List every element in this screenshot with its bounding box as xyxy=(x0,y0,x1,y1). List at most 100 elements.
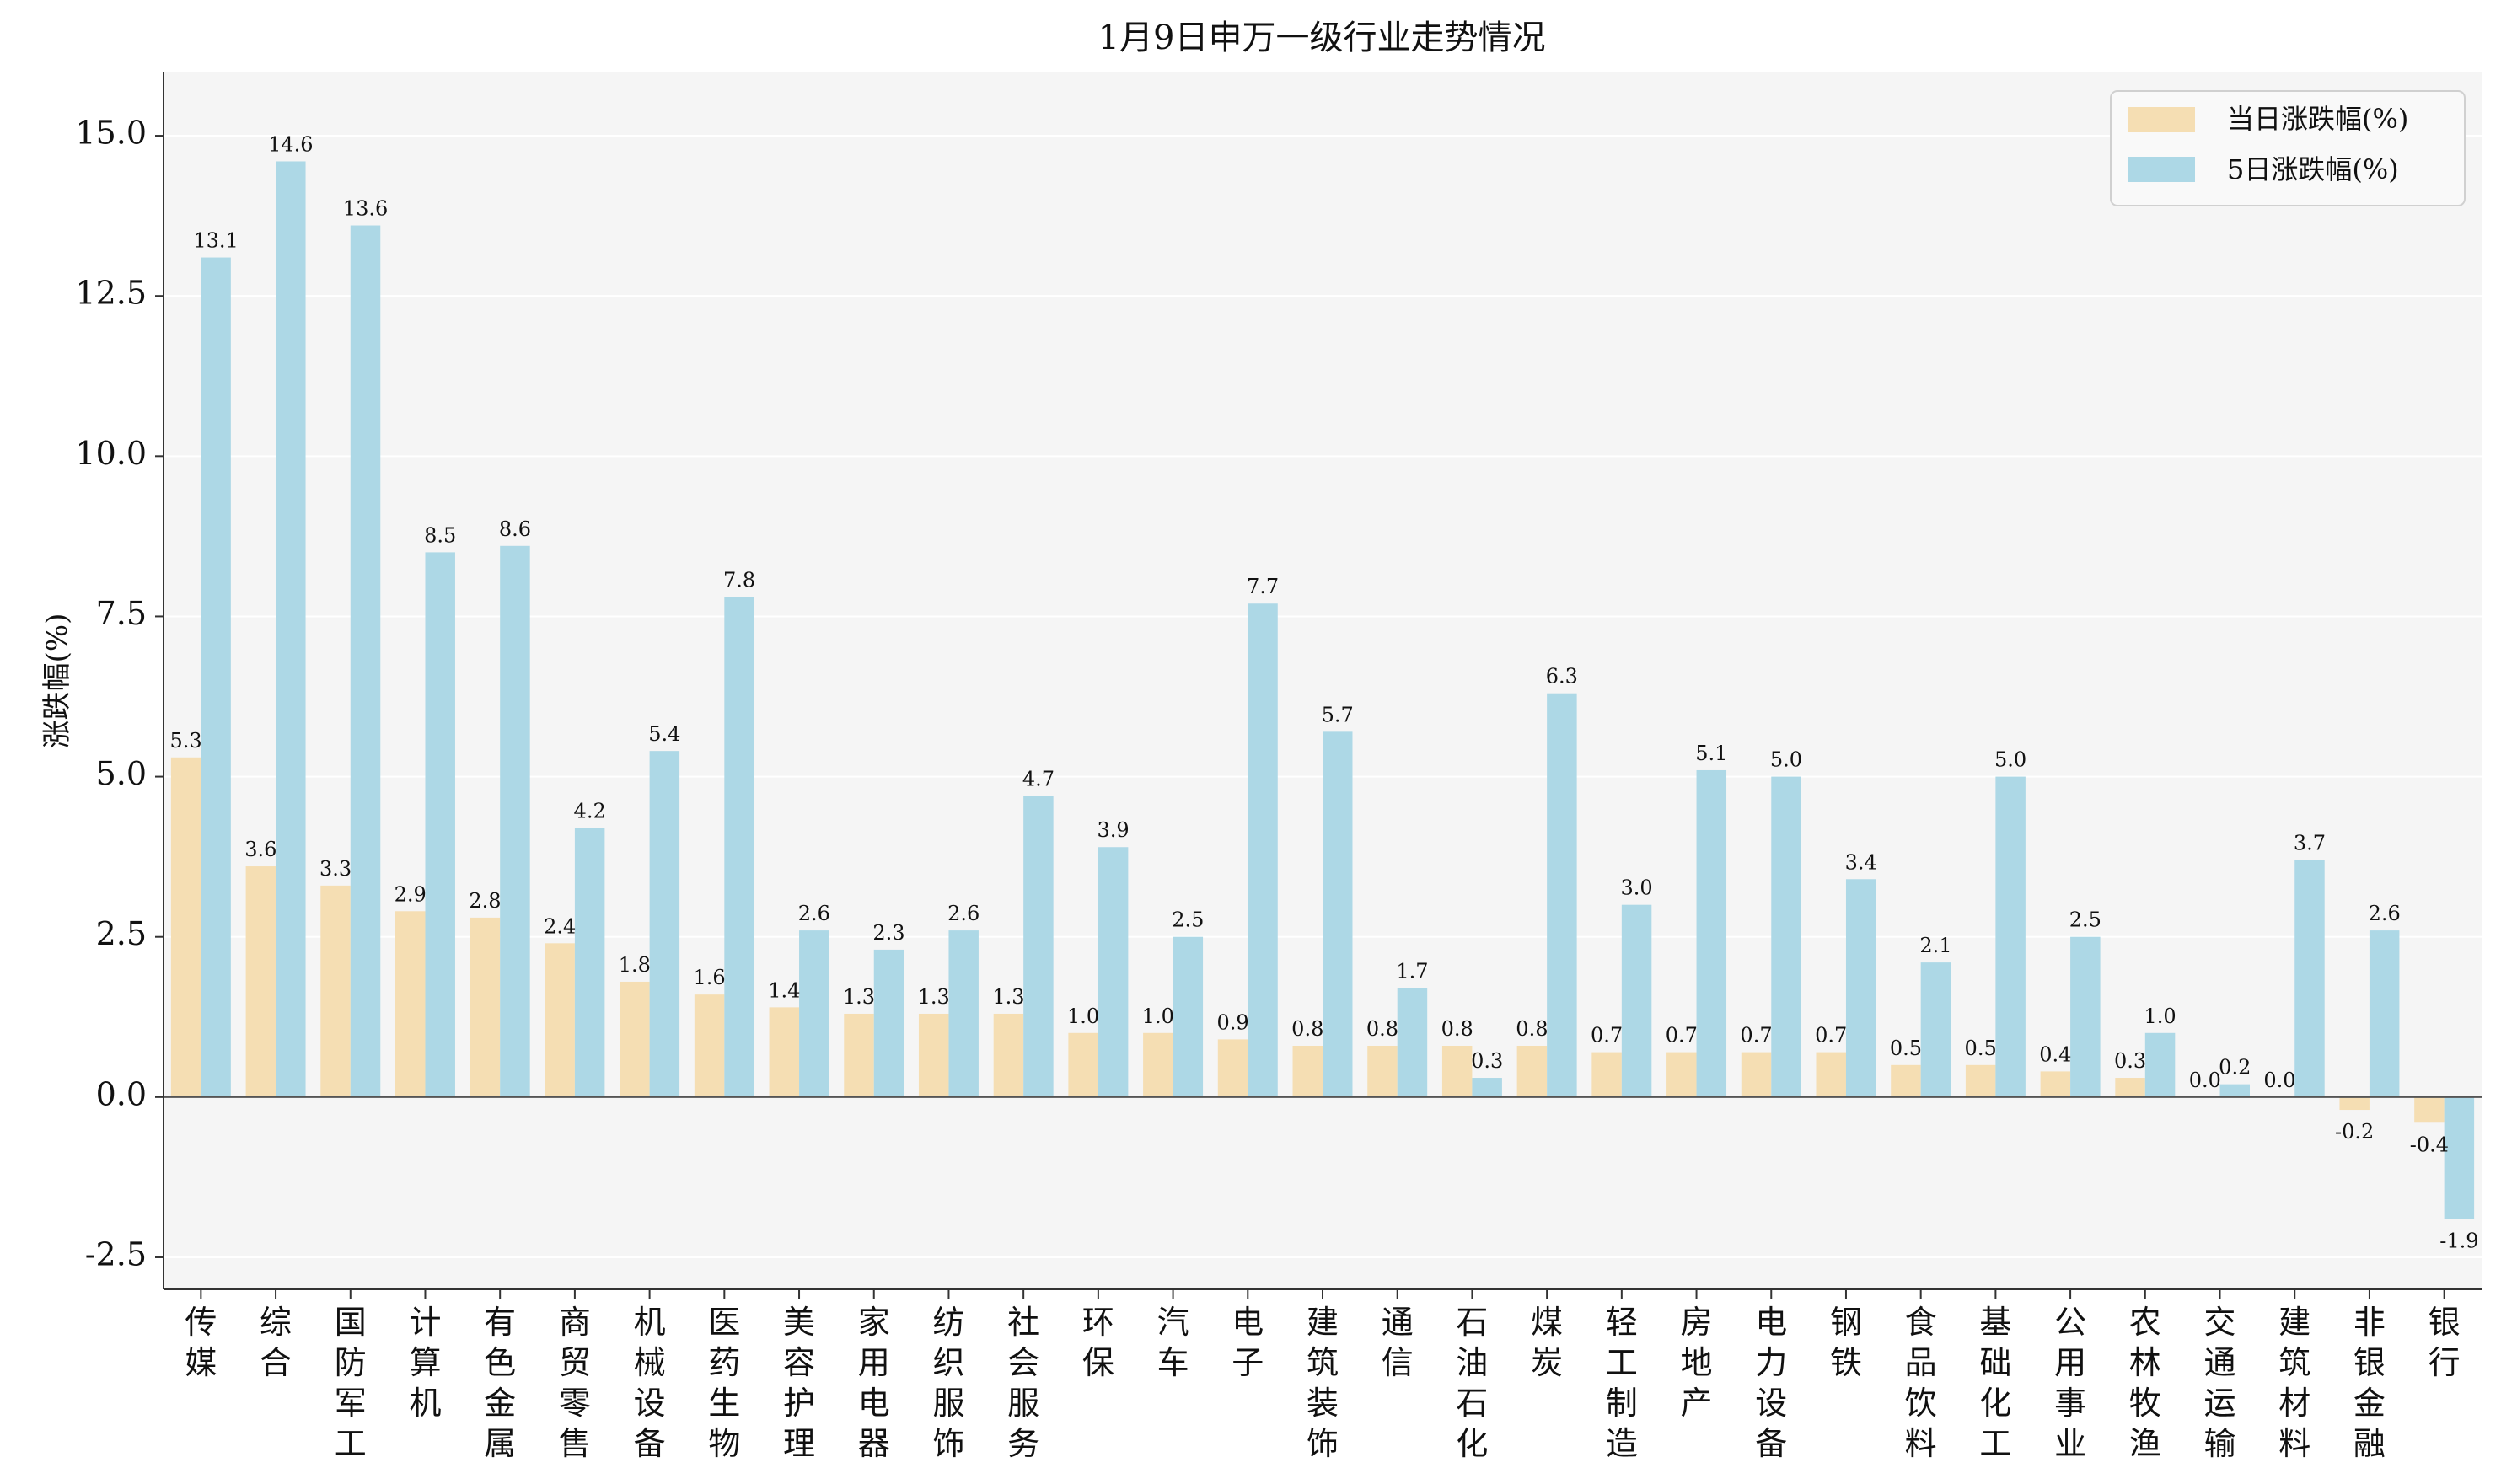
bar-5day xyxy=(350,225,381,1097)
bar-5day xyxy=(500,545,530,1097)
bar-daily xyxy=(1591,1052,1622,1097)
bar-daily xyxy=(918,1013,949,1097)
data-label-5day: 2.6 xyxy=(798,902,830,925)
bar-daily xyxy=(1292,1046,1323,1097)
bar-5day xyxy=(2219,1084,2250,1097)
bar-5day xyxy=(1098,847,1129,1097)
x-tick-label: 医药生物 xyxy=(708,1304,740,1462)
bar-daily xyxy=(769,1007,800,1097)
data-labels: 5.3 13.1 3.6 14.6 3.3 13.6 2.9 8.5 2.8 8.6 2.4 4.2 1… xyxy=(170,132,2479,1252)
bar-5day xyxy=(2294,860,2325,1097)
data-label-5day: 1.7 xyxy=(1396,960,1428,983)
data-label-daily: 0.9 xyxy=(1216,1010,1248,1034)
bar-daily xyxy=(1068,1032,1098,1097)
data-label-5day: 5.1 xyxy=(1695,742,1727,765)
data-label-5day: 2.6 xyxy=(2369,902,2401,925)
data-label-5day: 14.6 xyxy=(268,132,313,156)
data-label-5day: 7.8 xyxy=(723,569,755,592)
x-tick-label: 建筑装饰 xyxy=(1307,1304,1339,1462)
bar-daily xyxy=(993,1013,1024,1097)
bar-5day xyxy=(1248,603,1278,1097)
data-label-5day: 1.0 xyxy=(2144,1005,2176,1028)
bar-5day xyxy=(201,257,231,1097)
data-label-daily: 0.7 xyxy=(1666,1024,1698,1047)
data-label-daily: 1.0 xyxy=(1142,1005,1174,1028)
bar-daily xyxy=(395,911,426,1097)
x-tick-label: 计算机 xyxy=(409,1304,441,1422)
bar-5day xyxy=(1920,962,1951,1097)
x-tick-label: 公用事业 xyxy=(2054,1304,2086,1462)
bar-daily xyxy=(1816,1052,1846,1097)
bar-daily xyxy=(2115,1078,2145,1097)
y-tick-label: 12.5 xyxy=(75,275,147,312)
y-tick-label: 2.5 xyxy=(96,915,147,952)
data-label-daily: 3.3 xyxy=(319,857,352,881)
data-label-5day: 6.3 xyxy=(1546,665,1578,688)
x-tick-label: 机械设备 xyxy=(634,1304,666,1462)
data-label-5day: 13.6 xyxy=(343,197,388,221)
bar-daily xyxy=(1143,1032,1173,1097)
y-tick-label: -2.5 xyxy=(85,1235,147,1272)
y-tick-label: 5.0 xyxy=(96,755,147,792)
y-tick-label: 10.0 xyxy=(75,435,147,472)
data-label-daily: 1.3 xyxy=(992,985,1024,1009)
data-label-5day: 5.0 xyxy=(1994,748,2026,772)
data-label-5day: 3.9 xyxy=(1098,818,1130,842)
bar-daily xyxy=(320,885,351,1097)
bar-daily xyxy=(1965,1064,1996,1097)
data-label-5day: 8.6 xyxy=(499,517,531,541)
data-label-daily: 0.7 xyxy=(1591,1024,1623,1047)
x-tick-label: 电力设备 xyxy=(1755,1304,1787,1462)
data-label-5day: 2.6 xyxy=(947,902,979,925)
x-tick-label: 食品饮料 xyxy=(1905,1304,1937,1462)
bar-daily xyxy=(2339,1096,2370,1111)
bar-5day xyxy=(1397,988,1428,1097)
data-label-5day: -1.9 xyxy=(2439,1229,2478,1252)
data-label-daily: 3.6 xyxy=(244,838,276,861)
y-tick-label: 0.0 xyxy=(96,1075,147,1112)
y-tick-label: 7.5 xyxy=(96,595,147,632)
bars xyxy=(170,161,2475,1219)
x-tick-label: 纺织服饰 xyxy=(932,1304,964,1462)
x-tick-label: 商贸零售 xyxy=(559,1304,591,1462)
x-tick-label: 传媒 xyxy=(185,1304,217,1381)
bar-5day xyxy=(1621,904,1652,1097)
data-label-daily: 1.3 xyxy=(843,985,875,1009)
bar-5day xyxy=(425,552,455,1097)
bar-5day xyxy=(574,828,605,1097)
legend: 当日涨跌幅(%) 5日涨跌幅(%) xyxy=(2110,90,2466,206)
bar-daily xyxy=(844,1013,874,1097)
data-label-daily: 0.5 xyxy=(1965,1037,1997,1060)
x-tick-label: 石油石化 xyxy=(1456,1304,1488,1462)
data-label-5day: 3.4 xyxy=(1845,850,1877,874)
x-tick-label: 非银金融 xyxy=(2353,1304,2386,1462)
x-tick-label: 综合 xyxy=(260,1304,292,1381)
x-tick-label: 汽车 xyxy=(1157,1304,1189,1381)
data-label-daily: -0.2 xyxy=(2335,1120,2374,1144)
x-tick-label: 轻工制造 xyxy=(1606,1304,1638,1462)
x-tick-label: 美容护理 xyxy=(783,1304,815,1462)
bar-daily xyxy=(2414,1096,2445,1123)
x-tick-label: 交通运输 xyxy=(2204,1304,2236,1462)
data-label-5day: 13.1 xyxy=(193,229,238,253)
bar-daily xyxy=(1741,1052,1772,1097)
bar-daily xyxy=(1217,1039,1248,1097)
legend-label-daily: 当日涨跌幅(%) xyxy=(2227,103,2408,135)
bar-5day xyxy=(1995,776,2026,1097)
bar-5day xyxy=(1023,796,1054,1097)
data-label-5day: 3.7 xyxy=(2294,831,2326,855)
bar-5day xyxy=(1472,1078,1502,1097)
data-label-5day: 4.7 xyxy=(1022,767,1055,790)
legend-swatch-daily xyxy=(2128,107,2195,132)
data-label-daily: 1.6 xyxy=(693,966,725,989)
data-label-daily: 0.7 xyxy=(1740,1024,1772,1047)
bar-daily xyxy=(1666,1052,1697,1097)
data-label-5day: 5.4 xyxy=(648,722,680,746)
y-tick-label: 15.0 xyxy=(75,115,147,152)
x-tick-label: 国防军工 xyxy=(335,1304,367,1462)
x-tick-label: 银行 xyxy=(2429,1304,2461,1381)
data-label-5day: 2.3 xyxy=(872,921,904,945)
bar-5day xyxy=(2070,936,2101,1097)
bar-daily xyxy=(694,994,725,1097)
